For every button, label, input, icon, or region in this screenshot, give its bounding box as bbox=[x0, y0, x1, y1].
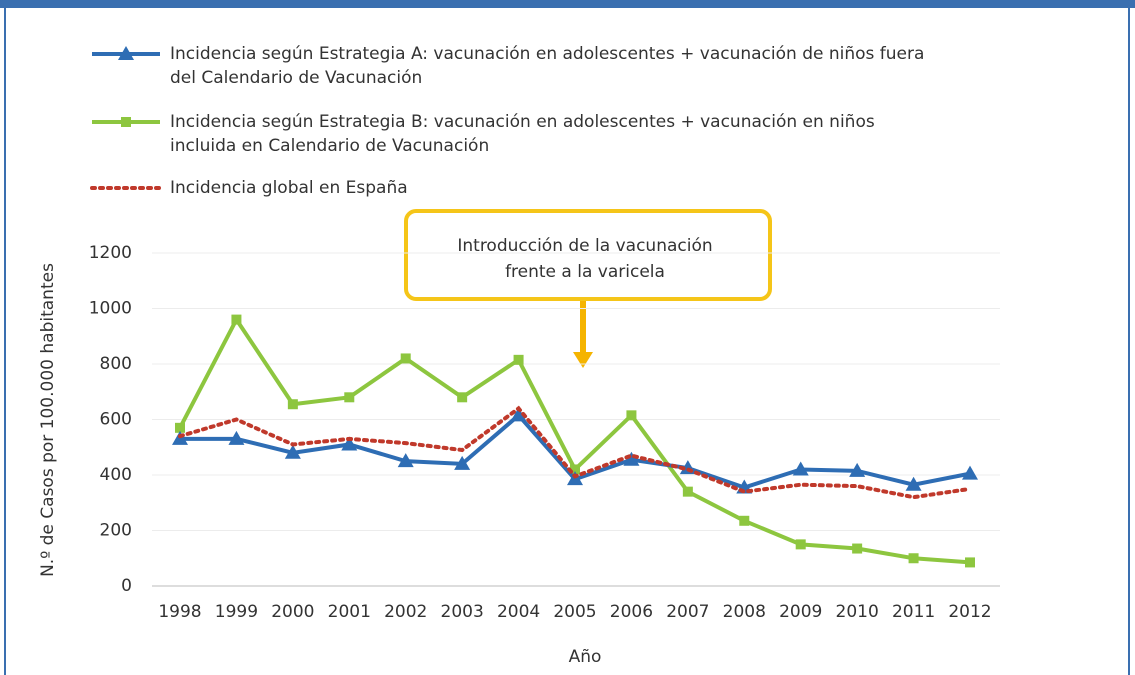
x-tick-label: 2010 bbox=[836, 602, 879, 622]
x-tick-label: 2007 bbox=[666, 602, 709, 622]
marker bbox=[400, 353, 411, 364]
x-tick-label: 2002 bbox=[384, 602, 427, 622]
marker bbox=[454, 455, 471, 470]
x-tick-label: 2003 bbox=[441, 602, 484, 622]
marker bbox=[792, 461, 809, 476]
series-line bbox=[178, 405, 972, 500]
marker bbox=[965, 557, 975, 568]
marker bbox=[739, 515, 750, 526]
annotation-box bbox=[404, 209, 772, 301]
annotation-line: frente a la varicela bbox=[505, 262, 665, 282]
marker bbox=[626, 410, 637, 421]
annotation-line: Introducción de la vacunación bbox=[457, 236, 712, 256]
x-tick-label: 2000 bbox=[271, 602, 314, 622]
y-tick-label: 400 bbox=[100, 465, 132, 485]
marker bbox=[228, 430, 245, 445]
marker bbox=[284, 444, 301, 459]
y-tick-label: 1000 bbox=[89, 299, 132, 319]
marker bbox=[908, 553, 919, 564]
y-tick-label: 200 bbox=[100, 521, 132, 541]
y-tick-label: 600 bbox=[100, 410, 132, 430]
marker bbox=[570, 464, 580, 475]
y-tick-label: 0 bbox=[121, 576, 132, 596]
legend-label: Incidencia global en España bbox=[170, 178, 408, 198]
marker bbox=[962, 465, 978, 480]
y-axis-label: N.º de Casos por 100.000 habitantes bbox=[38, 263, 58, 577]
y-tick-label: 800 bbox=[100, 354, 132, 374]
marker bbox=[287, 399, 298, 410]
annotation-arrowhead bbox=[573, 352, 593, 368]
marker bbox=[344, 392, 355, 403]
legend-label: Incidencia según Estrategia A: vacunació… bbox=[170, 44, 925, 88]
series-line bbox=[178, 315, 971, 565]
marker bbox=[682, 486, 693, 497]
marker bbox=[905, 476, 922, 491]
y-tick-label: 1200 bbox=[89, 243, 132, 263]
x-tick-label: 2009 bbox=[779, 602, 822, 622]
x-tick-label: 2005 bbox=[553, 602, 596, 622]
x-tick-label: 1999 bbox=[215, 602, 258, 622]
legend-label: Incidencia según Estrategia B: vacunació… bbox=[170, 112, 875, 156]
marker bbox=[175, 422, 185, 433]
x-tick-label: 2012 bbox=[948, 602, 991, 622]
marker bbox=[852, 543, 863, 554]
x-tick-label: 2006 bbox=[610, 602, 653, 622]
top-bar bbox=[0, 0, 1135, 8]
marker bbox=[231, 314, 242, 325]
marker bbox=[623, 451, 640, 466]
x-tick-label: 2001 bbox=[328, 602, 371, 622]
marker bbox=[513, 354, 524, 365]
marker bbox=[118, 46, 134, 60]
x-tick-label: 2008 bbox=[723, 602, 766, 622]
x-tick-label: 1998 bbox=[158, 602, 201, 622]
marker bbox=[510, 407, 527, 422]
marker bbox=[397, 453, 414, 468]
marker bbox=[457, 392, 468, 403]
x-tick-label: 2004 bbox=[497, 602, 540, 622]
marker bbox=[341, 436, 358, 451]
marker bbox=[849, 462, 866, 477]
marker bbox=[795, 539, 806, 550]
x-axis-label: Año bbox=[569, 647, 602, 667]
x-tick-label: 2011 bbox=[892, 602, 935, 622]
marker bbox=[121, 117, 131, 127]
